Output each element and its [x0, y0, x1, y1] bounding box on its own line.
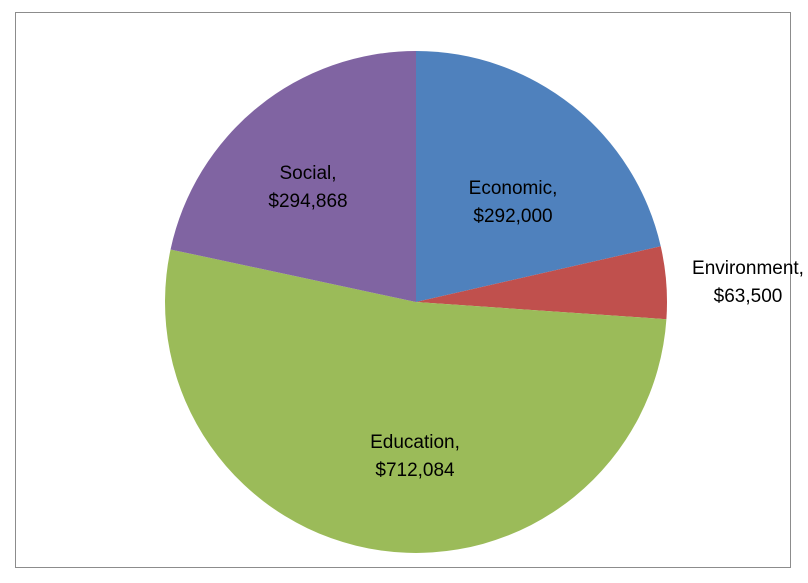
data-label-value: $712,084: [375, 460, 455, 481]
pie-slices: [165, 50, 668, 553]
pie-slice-social: [170, 51, 416, 302]
data-label-social: Social, $294,868: [268, 163, 347, 212]
data-label-environment: Environment, $63,500: [692, 258, 804, 307]
data-label-economic: Economic, $292,000: [469, 178, 558, 227]
data-label-category: Economic,: [469, 178, 558, 199]
data-label-value: $292,000: [473, 206, 552, 227]
data-label-category: Social,: [279, 163, 336, 184]
data-label-education: Education, $712,084: [370, 432, 460, 481]
data-label-category: Education,: [370, 432, 460, 453]
data-label-category: Environment,: [692, 258, 804, 279]
pie-data-labels: Economic, $292,000 Environment, $63,500 Educ…: [268, 163, 804, 481]
data-label-value: $294,868: [268, 191, 347, 212]
pie-slice-environment: [416, 246, 668, 320]
data-label-value: $63,500: [714, 286, 783, 307]
pie-slice-economic: [416, 50, 661, 302]
pie-slice-education: [165, 249, 667, 553]
